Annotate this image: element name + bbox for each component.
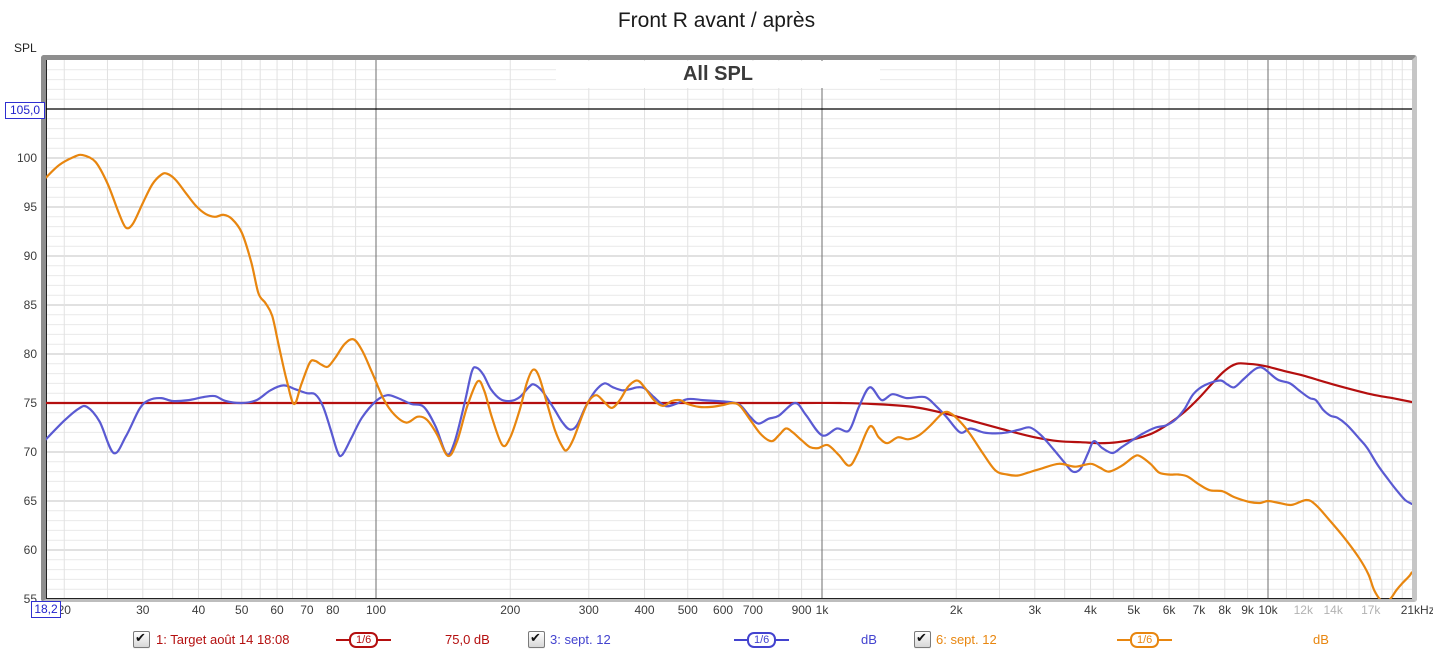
x-tick-label: 300 [578,603,599,617]
legend-value-target: 75,0 dB [445,632,490,647]
x-tick-label: 100 [365,603,387,617]
x-tick-label: 60 [270,603,284,617]
legend-value-sept12-blue: dB [861,632,877,647]
trace-line-icon [336,639,349,641]
legend-checkbox-sept12-orange[interactable]: ✔ [914,630,931,648]
x-tick-label: 9k [1241,603,1254,617]
y-tick-label: 85 [23,298,37,312]
spl-chart-canvas[interactable] [46,60,1412,599]
x-tick-label: 80 [326,603,340,617]
x-axis-start-box[interactable]: 18,2 [31,601,61,618]
x-tick-label: 6k [1162,603,1176,617]
x-tick-label: 500 [677,603,698,617]
x-tick-label: 400 [634,603,655,617]
x-tick-label: 40 [191,603,206,617]
plot-area[interactable] [41,55,1417,602]
legend-smoothing-icon-sept12-blue[interactable]: 1/6 [734,632,790,648]
page-title: Front R avant / après [617,9,816,32]
x-tick-label: 700 [742,603,763,617]
y-tick-label: 70 [23,445,37,459]
x-tick-label: 17k [1361,603,1381,617]
legend-smoothing-icon-target[interactable]: 1/6 [336,632,392,648]
x-tick-label: 8k [1218,603,1232,617]
x-tick-label: 14k [1323,603,1343,617]
x-tick-label: 200 [500,603,521,617]
x-tick-label: 600 [713,603,734,617]
y-tick-label: 90 [23,249,37,263]
x-tick-label: 21kHz [1400,603,1433,617]
y-marker-value-box[interactable]: 105,0 [5,102,45,119]
trace-line-icon [1117,639,1130,641]
y-axis-unit-label: SPL [14,41,37,55]
x-tick-label: 7k [1192,603,1206,617]
trace-line-icon [776,639,790,641]
legend-checkbox-sept12-blue[interactable]: ✔ [528,630,545,648]
trace-line-icon [378,639,392,641]
check-icon: ✔ [530,630,541,645]
legend-checkbox-target[interactable]: ✔ [133,630,150,648]
x-tick-label: 70 [300,603,314,617]
x-tick-label: 900 [791,603,812,617]
legend-label-sept12-orange[interactable]: 6: sept. 12 [936,632,997,647]
legend-smoothing-icon-sept12-orange[interactable]: 1/6 [1117,632,1173,648]
trace-1-measurement [46,366,1412,505]
x-tick-label: 10k [1258,603,1278,617]
trace-2-measurement [46,153,1412,599]
y-tick-label: 80 [23,347,37,361]
x-tick-label: 1k [815,603,829,617]
x-tick-label: 50 [235,603,249,617]
trace-line-icon [734,639,747,641]
x-tick-label: 30 [136,603,150,617]
check-icon: ✔ [916,630,927,645]
legend-value-sept12-orange: dB [1313,632,1329,647]
y-tick-label: 100 [16,151,37,165]
legend-row: ✔ 1: Target août 14 18:08 1/6 75,0 dB ✔ … [0,630,1433,652]
x-tick-label: 5k [1127,603,1141,617]
legend-label-target[interactable]: 1: Target août 14 18:08 [156,632,290,647]
chart-heading: All SPL [556,61,880,88]
x-tick-label: 12k [1293,603,1313,617]
check-icon: ✔ [135,630,146,645]
y-tick-label: 65 [23,494,37,508]
y-tick-label: 95 [23,200,37,214]
y-tick-label: 60 [23,543,37,557]
trace-0-target [46,362,1412,445]
y-tick-label: 75 [23,396,37,410]
x-tick-label: 3k [1028,603,1042,617]
x-tick-label: 4k [1084,603,1097,617]
trace-line-icon [1159,639,1173,641]
legend-label-sept12-blue[interactable]: 3: sept. 12 [550,632,611,647]
x-tick-label: 2k [949,603,963,617]
